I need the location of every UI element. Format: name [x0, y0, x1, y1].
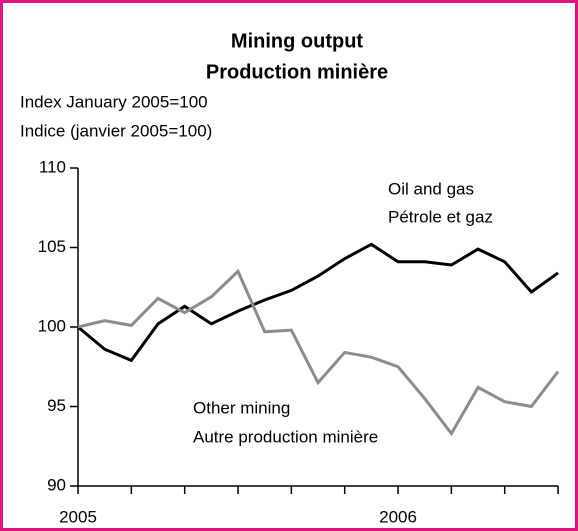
- y-tick-label: 90: [47, 475, 66, 494]
- y-tick-label: 100: [38, 316, 66, 335]
- x-tick-label: 2005: [59, 507, 97, 526]
- line-series: [77, 242, 559, 363]
- chart-title: Production minière: [206, 61, 388, 83]
- y-axis-label: Index January 2005=100: [20, 92, 208, 111]
- y-tick-label: 110: [39, 157, 66, 176]
- line-series: [77, 268, 560, 437]
- chart: Mining output Production minière Index J…: [20, 30, 560, 526]
- y-tick-label: 95: [47, 396, 66, 415]
- chart-title: Mining output: [231, 30, 364, 52]
- series-label: Other mining: [193, 398, 290, 417]
- y-axis-label: Indice (janvier 2005=100): [20, 121, 212, 140]
- series-label: Oil and gas: [388, 179, 474, 198]
- series-label: Pétrole et gaz: [388, 207, 493, 226]
- x-tick-label: 2006: [379, 507, 417, 526]
- y-tick-label: 105: [38, 237, 66, 256]
- series-label: Autre production minière: [193, 427, 378, 446]
